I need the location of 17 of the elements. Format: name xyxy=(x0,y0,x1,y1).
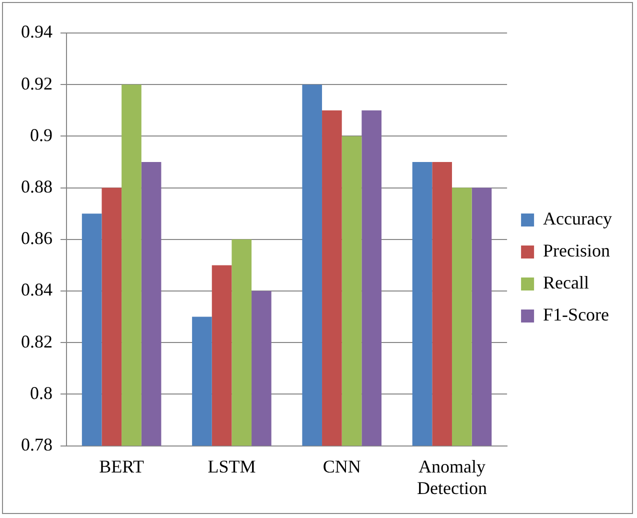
legend-label: F1-Score xyxy=(543,304,610,325)
y-tick-label: 0.82 xyxy=(21,331,52,352)
legend-label: Precision xyxy=(543,240,610,261)
legend-label: Recall xyxy=(543,272,590,293)
y-tick-label: 0.9 xyxy=(30,124,52,145)
x-tick-label: LSTM xyxy=(208,456,256,476)
x-tick-label: CNN xyxy=(322,456,361,476)
legend-label: Accuracy xyxy=(543,208,612,229)
y-tick-label: 0.78 xyxy=(21,434,52,455)
y-tick-label: 0.86 xyxy=(21,228,52,248)
y-tick-label: 0.8 xyxy=(30,382,52,403)
x-tick-label: BERT xyxy=(99,456,144,476)
y-tick-label: 0.88 xyxy=(21,176,52,197)
y-tick-label: 0.92 xyxy=(21,73,52,94)
x-tick-label: Anomaly Detection xyxy=(416,456,487,498)
y-tick-label: 0.84 xyxy=(21,280,52,300)
y-tick-label: 0.94 xyxy=(21,22,52,42)
